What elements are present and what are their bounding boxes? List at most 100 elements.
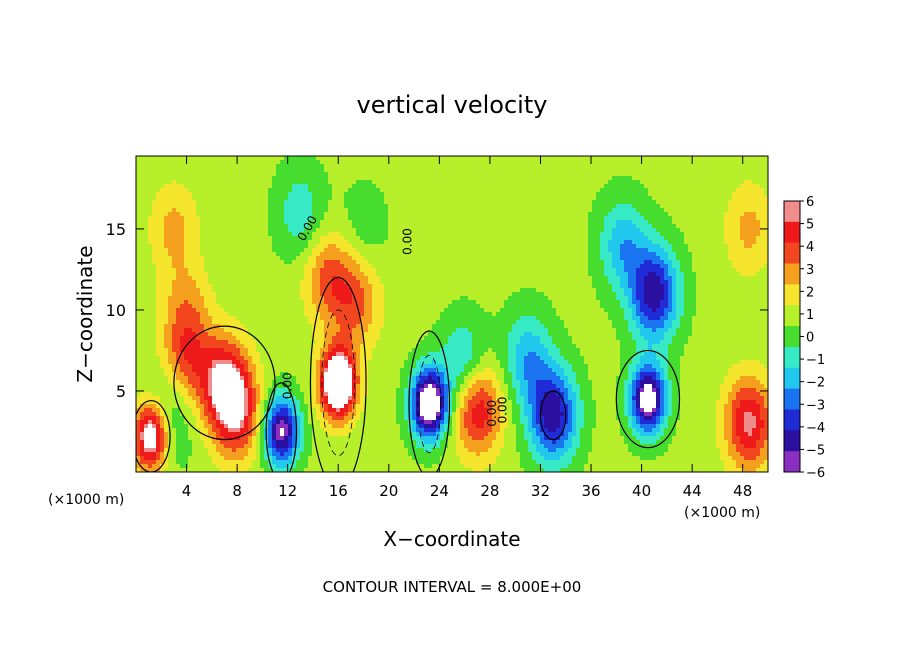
heatmap-cell [356, 244, 361, 249]
heatmap-cell [164, 216, 169, 221]
heatmap-cell [276, 252, 281, 257]
heatmap-cell [536, 272, 541, 277]
heatmap-cell [212, 244, 217, 249]
chart-title: vertical velocity [357, 91, 548, 119]
heatmap-cell [468, 164, 473, 169]
heatmap-cell [700, 264, 705, 269]
heatmap-cell [752, 172, 757, 177]
heatmap-cell [212, 172, 217, 177]
heatmap-cell [376, 224, 381, 229]
heatmap-cell [220, 264, 225, 269]
heatmap-cell [364, 248, 369, 253]
heatmap-cell [488, 172, 493, 177]
heatmap-cell [248, 184, 253, 189]
heatmap-cell [612, 180, 617, 185]
heatmap-cell [540, 168, 545, 173]
heatmap-cell [652, 176, 657, 181]
heatmap-cell [264, 172, 269, 177]
heatmap-cell [724, 156, 729, 161]
heatmap-cell [292, 200, 297, 205]
heatmap-cell [536, 212, 541, 217]
heatmap-cell [488, 212, 493, 217]
heatmap-cell [524, 188, 529, 193]
heatmap-cell [708, 232, 713, 237]
heatmap-cell [172, 188, 177, 193]
heatmap-cell [448, 256, 453, 261]
heatmap-cell [332, 156, 337, 161]
heatmap-cell [256, 272, 261, 277]
heatmap-cell [220, 220, 225, 225]
heatmap-cell [376, 180, 381, 185]
heatmap-cell [504, 220, 509, 225]
heatmap-cell [460, 268, 465, 273]
heatmap-cell [160, 208, 165, 213]
heatmap-cell [232, 176, 237, 181]
heatmap-cell [624, 184, 629, 189]
heatmap-cell [240, 256, 245, 261]
heatmap-cell [528, 244, 533, 249]
heatmap-cell [328, 268, 333, 273]
heatmap-cell [160, 224, 165, 229]
heatmap-cell [728, 180, 733, 185]
heatmap-cell [304, 240, 309, 245]
heatmap-cell [368, 168, 373, 173]
heatmap-cell [744, 244, 749, 249]
heatmap-cell [644, 260, 649, 265]
heatmap-cell [312, 272, 317, 277]
heatmap-cell [488, 192, 493, 197]
heatmap-cell [212, 268, 217, 273]
heatmap-cell [488, 248, 493, 253]
heatmap-cell [628, 196, 633, 201]
heatmap-cell [688, 196, 693, 201]
heatmap-cell [548, 224, 553, 229]
heatmap-cell [496, 272, 501, 277]
heatmap-cell [156, 276, 161, 281]
heatmap-cell [256, 224, 261, 229]
heatmap-cell [640, 260, 645, 265]
heatmap-cell [764, 252, 768, 257]
heatmap-cell [464, 276, 469, 281]
heatmap-cell [544, 264, 549, 269]
heatmap-cell [608, 208, 613, 213]
heatmap-cell [372, 156, 377, 161]
heatmap-cell [216, 252, 221, 257]
heatmap-cell [316, 248, 321, 253]
heatmap-cell [684, 176, 689, 181]
heatmap-cell [224, 244, 229, 249]
heatmap-cell [396, 220, 401, 225]
heatmap-cell [656, 256, 661, 261]
heatmap-cell [712, 188, 717, 193]
heatmap-cell [472, 196, 477, 201]
heatmap-cell [248, 160, 253, 165]
heatmap-cell [156, 228, 161, 233]
heatmap-cell [580, 256, 585, 261]
heatmap-cell [564, 164, 569, 169]
heatmap-cell [552, 192, 557, 197]
heatmap-cell [152, 180, 157, 185]
heatmap-cell [680, 208, 685, 213]
heatmap-cell [672, 236, 677, 241]
heatmap-cell [584, 184, 589, 189]
heatmap-cell [560, 260, 565, 265]
heatmap-cell [740, 264, 745, 269]
heatmap-cell [428, 260, 433, 265]
heatmap-cell [464, 220, 469, 225]
heatmap-cell [552, 204, 557, 209]
heatmap-cell [424, 188, 429, 193]
heatmap-cell [700, 172, 705, 177]
heatmap-cell [608, 160, 613, 165]
heatmap-cell [724, 268, 729, 273]
heatmap-cell [364, 240, 369, 245]
heatmap-cell [580, 216, 585, 221]
heatmap-cell [488, 268, 493, 273]
heatmap-cell [680, 212, 685, 217]
heatmap-cell [532, 156, 537, 161]
heatmap-cell [168, 240, 173, 245]
heatmap-cell [728, 212, 733, 217]
heatmap-cell [152, 280, 157, 285]
heatmap-cell [572, 244, 577, 249]
heatmap-cell [588, 276, 593, 281]
heatmap-cell [260, 204, 265, 209]
heatmap-cell [604, 248, 609, 253]
heatmap-cell [640, 244, 645, 249]
